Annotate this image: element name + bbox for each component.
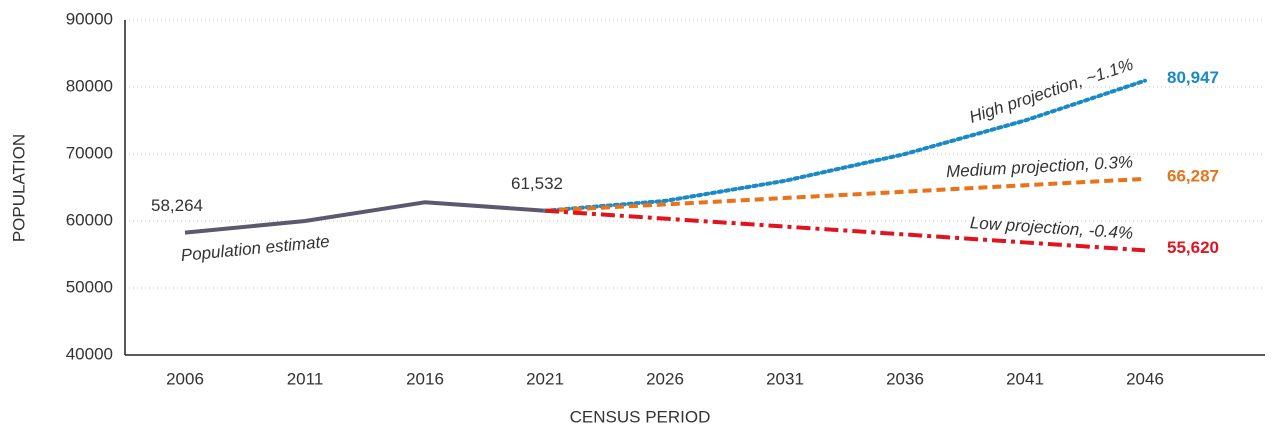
x-tick-label: 2016	[406, 369, 444, 388]
y-tick-label: 60000	[66, 210, 113, 229]
x-tick-label: 2006	[166, 369, 204, 388]
x-tick-label: 2041	[1006, 369, 1044, 388]
series-line	[543, 78, 1147, 213]
x-tick-label: 2031	[766, 369, 804, 388]
series-name: Low projection, -0.4%	[969, 213, 1133, 243]
series-line	[544, 208, 1146, 253]
value-label: 58,264	[151, 196, 203, 215]
y-tick-label: 40000	[66, 344, 113, 363]
y-axis-label: POPULATION	[9, 134, 28, 242]
x-tick-label: 2036	[886, 369, 924, 388]
series-name: Medium projection, 0.3%	[946, 152, 1134, 181]
x-tick-label: 2046	[1126, 369, 1164, 388]
y-tick-label: 90000	[66, 9, 113, 28]
x-axis-label: CENSUS PERIOD	[570, 407, 711, 426]
value-label: 80,947	[1167, 68, 1219, 87]
value-label: 66,287	[1167, 166, 1219, 185]
series-name: Population estimate	[180, 232, 330, 265]
value-label: 61,532	[511, 174, 563, 193]
y-tick-label: 80000	[66, 76, 113, 95]
x-tick-label: 2021	[526, 369, 564, 388]
value-label: 55,620	[1167, 238, 1219, 257]
x-tick-label: 2011	[287, 369, 324, 388]
y-tick-label: 70000	[66, 143, 113, 162]
series-line	[184, 200, 546, 235]
series-line	[544, 176, 1146, 213]
y-tick-label: 50000	[66, 277, 113, 296]
x-tick-label: 2026	[646, 369, 684, 388]
